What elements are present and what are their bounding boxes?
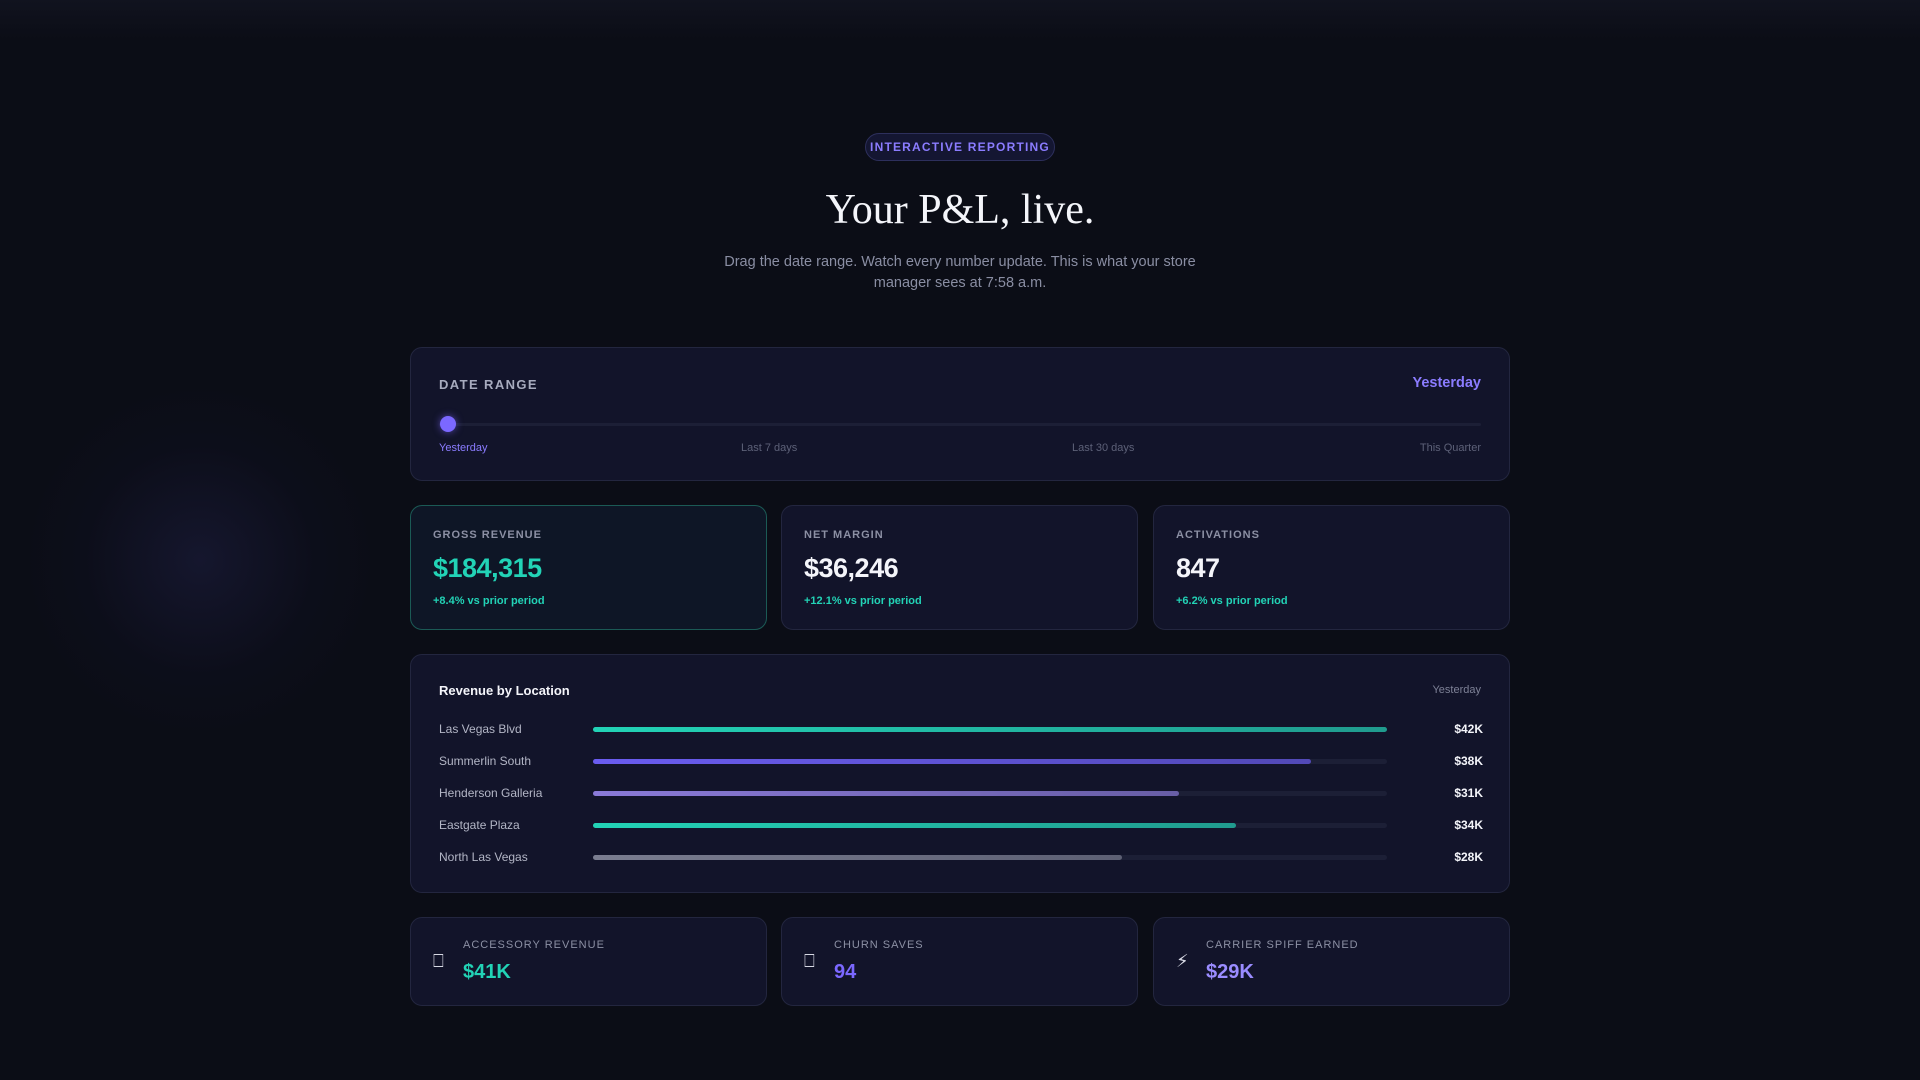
kpi-value: $184,315 [433, 553, 542, 583]
location-name: Eastgate Plaza [439, 818, 520, 832]
date-range-card: DATE RANGE Yesterday Yesterday Last 7 da… [410, 347, 1510, 481]
kpi-gross-revenue: GROSS REVENUE $184,315 +8.4% vs prior pe… [410, 505, 767, 630]
kpi-label: ACTIVATIONS [1176, 529, 1260, 541]
box-icon: ⎕ [804, 951, 815, 971]
location-value: $28K [1454, 850, 1483, 864]
location-bar-track [593, 823, 1387, 828]
location-chart-title: Revenue by Location [439, 683, 570, 698]
stat-accessory-revenue: ⎕ ACCESSORY REVENUE $41K [410, 917, 767, 1006]
section-badge: INTERACTIVE REPORTING [865, 133, 1055, 161]
kpi-label: NET MARGIN [804, 529, 884, 541]
location-bar [593, 855, 1123, 860]
location-name: North Las Vegas [439, 850, 528, 864]
stat-label: CARRIER SPIFF EARNED [1206, 939, 1359, 951]
tick-yesterday[interactable]: Yesterday [439, 442, 488, 454]
stat-value: $41K [463, 961, 511, 983]
stat-label: CHURN SAVES [834, 939, 924, 951]
page-title: Your P&L, live. [825, 187, 1095, 233]
kpi-label: GROSS REVENUE [433, 529, 542, 541]
stat-label: ACCESSORY REVENUE [463, 939, 605, 951]
kpi-activations: ACTIVATIONS 847 +6.2% vs prior period [1153, 505, 1510, 630]
location-name: Henderson Galleria [439, 786, 543, 800]
location-value: $38K [1454, 754, 1483, 768]
stat-churn-saves: ⎕ CHURN SAVES 94 [781, 917, 1138, 1006]
location-value: $42K [1454, 722, 1483, 736]
location-bar [593, 727, 1387, 732]
revenue-by-location-card: Revenue by Location Yesterday Las Vegas … [410, 654, 1510, 893]
location-bar-track [593, 855, 1387, 860]
location-name: Summerlin South [439, 754, 532, 768]
date-range-current: Yesterday [1412, 375, 1481, 391]
location-bar [593, 823, 1236, 828]
location-value: $34K [1454, 818, 1483, 832]
tick-last-7-days[interactable]: Last 7 days [741, 442, 798, 454]
location-bar-track [593, 791, 1387, 796]
location-value: $31K [1454, 786, 1483, 800]
location-name: Las Vegas Blvd [439, 722, 522, 736]
location-bar-track [593, 759, 1387, 764]
kpi-value: 847 [1176, 553, 1220, 583]
kpi-delta: +8.4% vs prior period [433, 595, 545, 607]
location-row: Henderson Galleria $31K [439, 784, 1483, 804]
location-bar-track [593, 727, 1387, 732]
date-range-slider-thumb[interactable] [440, 416, 456, 432]
stat-value: 94 [834, 961, 857, 983]
location-chart-period: Yesterday [1432, 684, 1481, 696]
location-row: Eastgate Plaza $34K [439, 816, 1483, 836]
date-range-label: DATE RANGE [439, 377, 538, 392]
stat-carrier-spiff-earned: ⚡ CARRIER SPIFF EARNED $29K [1153, 917, 1510, 1006]
page-subtitle: Drag the date range. Watch every number … [724, 254, 1196, 291]
box-icon: ⎕ [433, 951, 444, 971]
lightning-icon: ⚡ [1176, 951, 1189, 971]
kpi-delta: +12.1% vs prior period [804, 595, 922, 607]
location-row: Summerlin South $38K [439, 752, 1483, 772]
tick-this-quarter[interactable]: This Quarter [1419, 442, 1481, 454]
location-row: North Las Vegas $28K [439, 848, 1483, 868]
kpi-delta: +6.2% vs prior period [1176, 595, 1288, 607]
location-bar [593, 791, 1180, 796]
kpi-net-margin: NET MARGIN $36,246 +12.1% vs prior perio… [781, 505, 1138, 630]
top-fade [0, 0, 1920, 40]
kpi-value: $36,246 [804, 553, 899, 583]
tick-last-30-days[interactable]: Last 30 days [1072, 442, 1135, 454]
date-range-slider-track[interactable] [439, 423, 1481, 426]
location-row: Las Vegas Blvd $42K [439, 720, 1483, 740]
stat-value: $29K [1206, 961, 1254, 983]
background-glow [20, 380, 380, 740]
location-bar [593, 759, 1312, 764]
